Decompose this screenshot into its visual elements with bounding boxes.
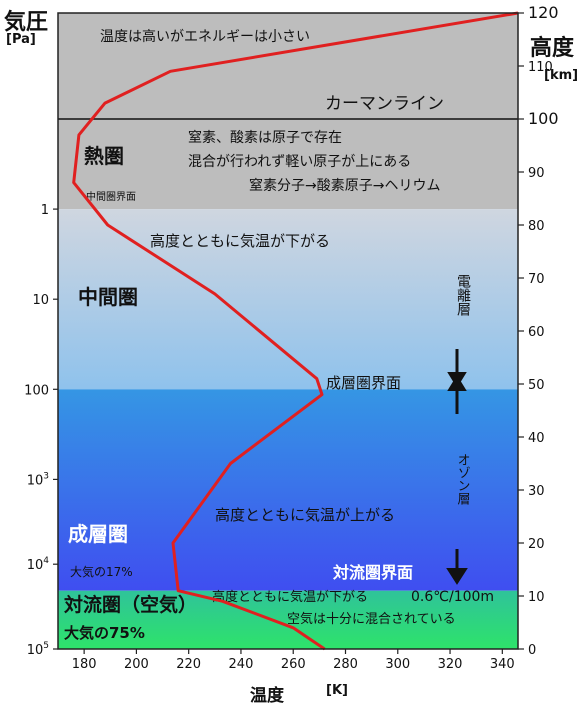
right-tick-label: 10 [528,590,545,605]
curve-point [172,542,174,544]
left-axis-title: 気圧 [4,10,49,35]
right-tick-label: 50 [528,378,545,393]
left-axis-unit: [Pa] [6,32,36,47]
tropo-air: 大気の75% [64,624,145,642]
meso-desc: 高度とともに気温が下がる [150,232,330,250]
left-tick-label: 105 [27,641,49,658]
right-tick-label: 100 [528,109,559,128]
strato-desc: 高度とともに気温が上がる [215,506,395,524]
left-tick-label: 10 [32,293,49,308]
curve-point [169,70,172,73]
curve-point [214,293,216,295]
x-axis-title: 温度 [250,686,284,706]
curve-point [177,589,180,592]
left-tick-label: 104 [27,556,50,573]
curve-point [104,102,106,104]
curve-point [72,181,75,184]
left-tick-label: 100 [24,383,49,398]
thermo-line3: 窒素分子→酸素原子→ヘリウム [249,177,440,194]
right-tick-label: 70 [528,272,545,287]
tropopause-arrowhead [446,568,468,585]
curve-point [106,224,109,226]
x-tick-label: 260 [281,657,306,672]
strato-name: 成層圏 [68,522,128,546]
x-tick-label: 280 [333,657,358,672]
thermo-note: 温度は高いがエネルギーは小さい [100,28,310,45]
mesopause-label: 中間圏界面 [86,190,136,203]
ionosphere-label: 電離層 [455,274,471,317]
x-tick-label: 220 [176,657,201,672]
right-tick-label: 60 [528,325,545,340]
right-axis-unit: [km] [544,68,579,83]
thermo-line2: 混合が行われず軽い原子が上にある [188,154,411,170]
stratopause-label: 成層圏界面 [326,374,401,392]
tropo-name: 対流圏（空気） [63,593,197,616]
curve-point [321,393,323,396]
tropo-mix: 空気は十分に混合されている [287,611,456,627]
layer-mesosphere [58,209,518,390]
layer-stratosphere [58,389,518,591]
curve-point [221,600,224,603]
ozone-label: オゾン層 [455,453,471,506]
right-tick-label: 110 [528,60,553,75]
right-tick-label: 80 [528,219,545,234]
x-tick-label: 180 [72,657,97,672]
tropopause-label: 対流圏界面 [332,563,413,582]
right-tick-label: 0 [528,643,536,658]
right-tick-label: 120 [528,3,559,22]
right-tick-label: 30 [528,484,545,499]
ozone-arrowhead [447,375,467,391]
x-axis-unit: [K] [326,683,348,698]
curve-point [78,134,80,136]
lapse-rate: 0.6℃/100m [411,589,494,605]
strato-air: 大気の17% [70,564,133,579]
karman-label: カーマンライン [325,94,444,114]
left-tick-label: 103 [27,471,49,488]
x-tick-label: 340 [490,657,515,672]
x-tick-label: 200 [124,657,149,672]
x-tick-label: 240 [229,657,254,672]
layer-troposphere [58,590,518,649]
layer-thermosphere [58,119,518,210]
right-axis-title: 高度 [530,36,575,61]
tropo-desc: 高度とともに気温が下がる [212,589,368,605]
thermo-line1: 窒素、酸素は原子で存在 [188,129,342,146]
layer-thermosphere_above [58,13,518,119]
curve-point [315,377,318,380]
right-tick-label: 20 [528,537,545,552]
right-tick-label: 40 [528,431,545,446]
x-tick-label: 320 [438,657,463,672]
left-tick-label: 1 [41,203,49,218]
thermo-name: 熱圏 [84,144,124,168]
curve-point [229,462,232,465]
curve-point [292,627,295,629]
x-tick-label: 300 [385,657,410,672]
meso-name: 中間圏 [78,285,138,309]
right-tick-label: 90 [528,166,545,181]
